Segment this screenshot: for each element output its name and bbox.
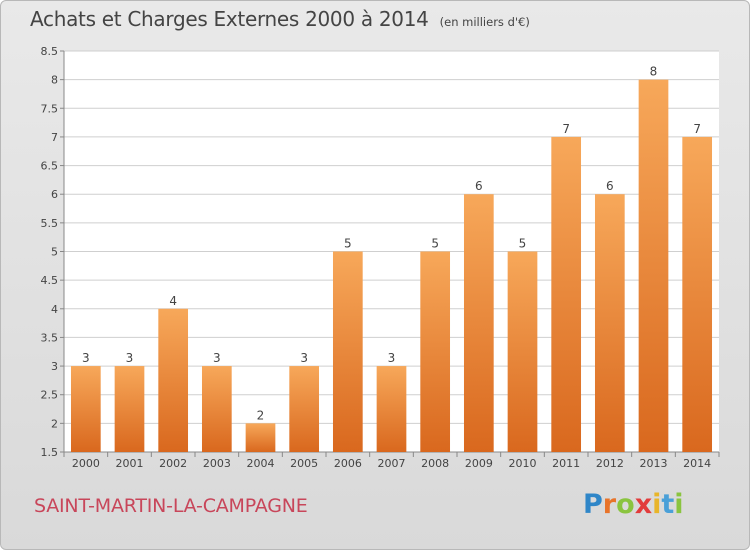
y-tick-label: 1.5 — [41, 446, 59, 459]
data-label: 3 — [126, 351, 134, 365]
bar — [332, 251, 363, 452]
bar — [551, 136, 582, 452]
logo-letter: r — [602, 489, 617, 520]
data-label: 7 — [693, 122, 701, 136]
x-tick-label: 2000 — [72, 457, 100, 470]
logo-letter: P — [583, 489, 603, 520]
data-label: 3 — [388, 351, 396, 365]
y-tick-label: 7.5 — [41, 102, 59, 115]
x-tick-label: 2005 — [290, 457, 318, 470]
y-tick-label: 3 — [51, 360, 58, 373]
data-label: 4 — [169, 294, 177, 308]
bar — [682, 136, 713, 452]
y-tick-label: 4.5 — [41, 274, 59, 287]
commune-name: SAINT-MARTIN-LA-CAMPAGNE — [34, 495, 308, 517]
chart-subtitle: (en milliers d'€) — [439, 15, 530, 29]
bar — [70, 366, 101, 452]
bar — [376, 366, 407, 452]
y-tick-label: 6.5 — [41, 160, 59, 173]
logo-letter: i — [652, 489, 662, 520]
data-label: 2 — [257, 408, 265, 422]
bar — [158, 308, 189, 452]
data-label: 7 — [562, 122, 570, 136]
x-tick-label: 2007 — [378, 457, 406, 470]
x-tick-label: 2003 — [203, 457, 231, 470]
bar — [201, 366, 232, 452]
x-tick-label: 2006 — [334, 457, 362, 470]
y-tick-label: 8.5 — [41, 45, 59, 58]
y-tick-label: 2 — [51, 417, 58, 430]
chart-title: Achats et Charges Externes 2000 à 2014 — [30, 7, 429, 31]
bar — [507, 251, 538, 452]
data-label: 5 — [519, 237, 527, 251]
logo-letter: t — [661, 489, 675, 520]
bar — [245, 423, 276, 452]
y-tick-label: 6 — [51, 188, 58, 201]
x-tick-label: 2002 — [159, 457, 187, 470]
bar — [594, 194, 625, 452]
y-tick-label: 8 — [51, 74, 58, 87]
bar — [638, 79, 669, 453]
proxiti-logo: Proxiti — [583, 489, 684, 520]
x-tick-label: 2009 — [465, 457, 493, 470]
x-tick-label: 2001 — [116, 457, 144, 470]
x-tick-label: 2012 — [596, 457, 624, 470]
data-label: 8 — [650, 65, 658, 79]
y-tick-label: 2.5 — [41, 389, 59, 402]
y-tick-label: 5 — [51, 246, 58, 259]
bar — [289, 366, 320, 452]
data-label: 3 — [213, 351, 221, 365]
bar — [114, 366, 145, 452]
data-label: 5 — [344, 237, 352, 251]
y-tick-label: 3.5 — [41, 331, 59, 344]
x-tick-label: 2004 — [247, 457, 275, 470]
x-tick-label: 2013 — [640, 457, 668, 470]
data-label: 6 — [475, 179, 483, 193]
logo-letter: i — [674, 489, 684, 520]
bar — [463, 194, 494, 452]
data-label: 3 — [300, 351, 308, 365]
logo-letter: x — [634, 489, 653, 520]
title-row: Achats et Charges Externes 2000 à 2014 (… — [30, 7, 530, 31]
bar — [420, 251, 451, 452]
x-tick-label: 2010 — [509, 457, 537, 470]
data-label: 3 — [82, 351, 90, 365]
x-tick-label: 2014 — [683, 457, 711, 470]
y-tick-label: 5.5 — [41, 217, 59, 230]
x-tick-label: 2008 — [421, 457, 449, 470]
y-tick-label: 4 — [51, 303, 58, 316]
logo-letter: o — [616, 489, 635, 520]
x-tick-label: 2011 — [552, 457, 580, 470]
data-label: 5 — [431, 237, 439, 251]
y-tick-label: 7 — [51, 131, 58, 144]
data-label: 6 — [606, 179, 614, 193]
